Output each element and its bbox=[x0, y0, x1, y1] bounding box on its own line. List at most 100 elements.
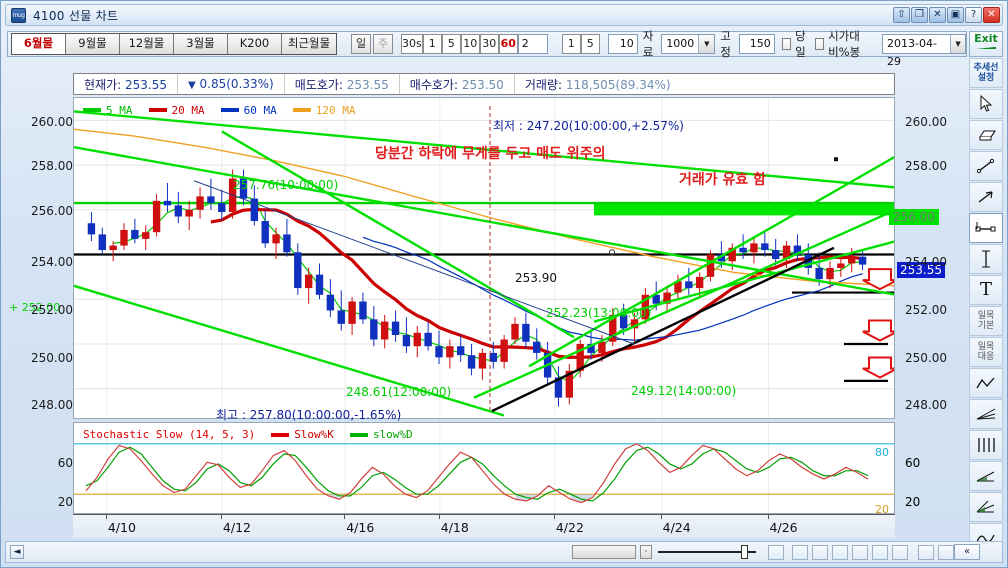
tick-group: 1 5 10 bbox=[561, 34, 638, 54]
legend-swatch-ma120 bbox=[292, 108, 311, 112]
ichimoku-basic-tool[interactable]: 일목 기본 bbox=[969, 306, 1003, 336]
price-axis-right-258: 258.00 bbox=[905, 159, 947, 173]
chart-toolbar: 6월물 9월물 12월물 3월물 K200 최근월물 일 주 30s 1 5 1… bbox=[7, 29, 967, 68]
contract-button-jun[interactable]: 6월물 bbox=[12, 34, 66, 54]
current-price-cell: 현재가: 253.55 bbox=[74, 76, 177, 93]
zoom-slider-track[interactable] bbox=[658, 551, 756, 553]
zoom-slider-thumb[interactable] bbox=[741, 545, 748, 559]
vertical-segment-tool[interactable] bbox=[969, 244, 1003, 274]
stochastic-chart-canvas bbox=[74, 423, 894, 513]
minute-button-5[interactable]: 5 bbox=[441, 34, 461, 54]
contract-button-mar[interactable]: 3월물 bbox=[174, 34, 228, 54]
arrow-line-tool[interactable] bbox=[969, 182, 1003, 212]
price-change-value: 0.85(0.33%) bbox=[199, 77, 274, 91]
add-indicator-icon[interactable] bbox=[872, 545, 888, 560]
annotation-mid-price: 253.90 bbox=[515, 271, 557, 285]
stoch-axis-left-60: 60 bbox=[57, 456, 73, 470]
save-chart-icon[interactable] bbox=[792, 545, 808, 560]
help-button[interactable]: ? bbox=[965, 7, 982, 23]
period-button-day[interactable]: 일 bbox=[351, 34, 371, 54]
price-chart-panel[interactable] bbox=[73, 97, 895, 419]
stochastic-chart-panel[interactable] bbox=[73, 422, 895, 514]
window-title: 4100 선물 차트 bbox=[33, 8, 119, 23]
price-axis-left-256: 256.00 bbox=[31, 204, 73, 218]
data-count-combo[interactable]: 1000 ▼ bbox=[661, 34, 716, 54]
horizontal-scrollbar[interactable] bbox=[572, 545, 636, 559]
green-band-price-tag: 256.00 bbox=[889, 209, 939, 225]
legend-item-ma5: 5 MA bbox=[83, 104, 133, 117]
volume-label: 거래량: bbox=[524, 77, 562, 92]
ichimoku-basic-label: 일목 기본 bbox=[977, 311, 995, 331]
image-export-icon[interactable] bbox=[832, 545, 848, 560]
restore-up-button[interactable]: ⇧ bbox=[893, 7, 910, 23]
minute-button-10[interactable]: 10 bbox=[460, 34, 480, 54]
date-combo[interactable]: 2013-04-29 ▼ bbox=[882, 34, 966, 68]
price-axis-left-248: 248.00 bbox=[31, 398, 73, 412]
annotation-trend-top: 257.76(10:00:00) bbox=[233, 178, 339, 192]
color-settings-icon[interactable] bbox=[852, 545, 868, 560]
contract-button-k200[interactable]: K200 bbox=[228, 34, 282, 54]
scroll-left-button[interactable]: ◄ bbox=[10, 545, 24, 559]
minute-input[interactable]: 2 bbox=[517, 34, 548, 54]
annotation-memo-line2: 거래가 유효 함 bbox=[679, 172, 767, 188]
window-split-1-icon[interactable] bbox=[918, 545, 934, 560]
annotation-low: 최저 : 247.20(10:00:00,+2.57%) bbox=[493, 119, 684, 133]
date-axis-notch bbox=[660, 515, 662, 519]
price-axis-left-260: 260.00 bbox=[31, 115, 73, 129]
today-checkbox[interactable] bbox=[781, 38, 792, 50]
parallel-channel-tool[interactable] bbox=[969, 430, 1003, 460]
minute-button-1[interactable]: 1 bbox=[422, 34, 442, 54]
date-value: 2013-04-29 bbox=[887, 37, 937, 68]
exit-button[interactable]: Exit bbox=[969, 31, 1003, 57]
close-button[interactable]: ✕ bbox=[983, 7, 1000, 23]
gann-fan-tool[interactable] bbox=[969, 492, 1003, 522]
date-axis-label-4-18: 4/18 bbox=[440, 520, 469, 535]
contract-button-sep[interactable]: 9월물 bbox=[66, 34, 120, 54]
price-axis-right-252: 252.00 bbox=[905, 303, 947, 317]
legend-item-slowk: Slow%K bbox=[271, 428, 334, 441]
magnifier-icon[interactable] bbox=[768, 545, 784, 560]
cursor-tool[interactable] bbox=[969, 89, 1003, 119]
eraser-tool[interactable] bbox=[969, 120, 1003, 150]
copy-chart-icon[interactable] bbox=[812, 545, 828, 560]
contract-month-group: 6월물 9월물 12월물 3월물 K200 최근월물 bbox=[11, 33, 337, 55]
collapse-panel-button[interactable]: « bbox=[954, 544, 980, 560]
zoom-in-icon[interactable] bbox=[892, 545, 908, 560]
lock-button[interactable]: ▣ bbox=[947, 7, 964, 23]
date-axis-notch bbox=[767, 515, 769, 519]
period-button-week[interactable]: 주 bbox=[373, 34, 393, 54]
exit-label: Exit bbox=[974, 32, 998, 45]
scroll-step-button[interactable]: · bbox=[640, 545, 652, 559]
pin-button[interactable]: ✕ bbox=[929, 7, 946, 23]
contract-button-dec[interactable]: 12월물 bbox=[120, 34, 174, 54]
fan-tool[interactable] bbox=[969, 399, 1003, 429]
zigzag-tool[interactable] bbox=[969, 368, 1003, 398]
open-compare-checkbox[interactable] bbox=[814, 38, 825, 50]
chevron-down-icon-date[interactable]: ▼ bbox=[950, 35, 965, 53]
tick-input[interactable]: 10 bbox=[607, 34, 638, 54]
fixed-input[interactable]: 150 bbox=[738, 34, 775, 54]
text-tool[interactable]: T bbox=[969, 275, 1003, 305]
date-axis-label-4-22: 4/22 bbox=[555, 520, 584, 535]
price-change-cell: ▼ 0.85(0.33%) bbox=[178, 77, 284, 91]
ichimoku-response-tool[interactable]: 일목 대응 bbox=[969, 337, 1003, 367]
gann-angle-tool[interactable] bbox=[969, 461, 1003, 491]
stoch-band-lower-label: 20 bbox=[875, 503, 889, 516]
trendline-setting-button[interactable]: 추세선 설정 bbox=[969, 58, 1003, 88]
ask-price-value: 253.55 bbox=[346, 77, 389, 92]
minute-button-30s[interactable]: 30s bbox=[401, 34, 423, 54]
minute-button-60[interactable]: 60 bbox=[498, 34, 518, 54]
window-button[interactable]: ❐ bbox=[911, 7, 928, 23]
stoch-axis-right-60: 60 bbox=[905, 456, 921, 470]
contract-button-nearest[interactable]: 최근월물 bbox=[282, 34, 336, 54]
stoch-band-upper-label: 80 bbox=[875, 446, 889, 459]
divider bbox=[283, 74, 285, 94]
line-tool[interactable] bbox=[969, 151, 1003, 181]
price-axis-left-252: 252.00 bbox=[31, 303, 73, 317]
chevron-down-icon[interactable]: ▼ bbox=[698, 35, 715, 53]
minute-button-30[interactable]: 30 bbox=[479, 34, 499, 54]
tick-button-5[interactable]: 5 bbox=[580, 34, 600, 54]
horizontal-segment-tool[interactable] bbox=[969, 213, 1003, 243]
tick-button-1[interactable]: 1 bbox=[561, 34, 581, 54]
window-split-2-icon[interactable] bbox=[938, 545, 954, 560]
